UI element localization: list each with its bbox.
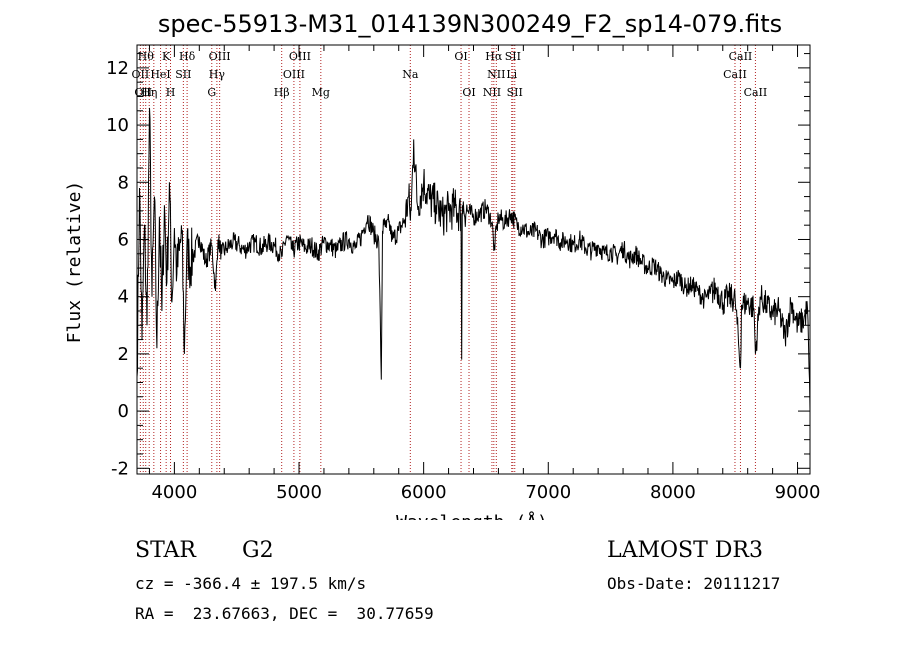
line-label-row2-3: Hγ [209, 68, 226, 81]
line-label-row1-7: SII [505, 50, 521, 63]
line-label-row3-2: H [166, 86, 176, 99]
redshift-value: cz = -366.4 ± 197.5 km/s [135, 574, 367, 593]
axis-ticks: 4000 5000 6000 7000 8000 9000 -2 0 2 4 6 8 10 12 [106, 45, 820, 503]
line-label-row2-0: OII [132, 68, 150, 81]
line-label-row1-4: OIII [289, 50, 311, 63]
survey-name: LAMOST DR3 [607, 538, 763, 563]
y-tick-label: 8 [118, 172, 129, 193]
y-tick-label: 10 [106, 115, 129, 136]
plot-frame [136, 44, 811, 475]
line-label-row1-2: Hδ [179, 50, 196, 63]
y-tick-label: 12 [106, 58, 129, 79]
y-tick-label: 4 [118, 287, 129, 308]
line-label-row1-5: OI [454, 50, 467, 63]
object-class: STAR [135, 538, 196, 563]
line-label-row2-2: SII [175, 68, 191, 81]
y-tick-label: 0 [118, 401, 129, 422]
x-tick-label: 7000 [525, 482, 571, 503]
line-label-row3-0: OII [134, 86, 152, 99]
spectrum-chart: spec-55913-M31_014139N300249_F2_sp14-079… [64, 10, 820, 520]
line-label-row3-9: CaII [744, 86, 768, 99]
y-tick-label: -2 [111, 458, 129, 479]
y-tick-label: 2 [118, 344, 129, 365]
line-label-row1-6: Hα [485, 50, 503, 63]
chart-title: spec-55913-M31_014139N300249_F2_sp14-079… [158, 10, 782, 38]
line-label-row1-1: K [162, 50, 171, 63]
line-label-row2-7: Li [506, 68, 517, 81]
line-label-row3-3: G [207, 86, 216, 99]
line-label-row2-6: NII [487, 68, 505, 81]
object-subclass: G2 [242, 538, 274, 563]
line-label-row3-5: Mg [312, 86, 330, 99]
line-label-row3-7: NII [483, 86, 501, 99]
spectral-line-markers [139, 45, 756, 474]
x-tick-label: 8000 [650, 482, 696, 503]
coordinates: RA = 23.67663, DEC = 30.77659 [135, 604, 434, 623]
line-label-row3-8: SII [507, 86, 523, 99]
x-axis-label: Wavelength (Å) [396, 511, 548, 520]
x-tick-label: 5000 [276, 482, 322, 503]
x-tick-label: 9000 [775, 482, 821, 503]
line-label-row3-4: Hβ [274, 86, 290, 99]
line-label-row3-6: OI [462, 86, 475, 99]
line-label-row2-5: Na [402, 68, 419, 81]
line-label-row2-4: OIII [283, 68, 305, 81]
line-label-row2-8: CaII [723, 68, 747, 81]
line-label-row1-3: OIII [209, 50, 231, 63]
observation-date: Obs-Date: 20111217 [607, 574, 781, 593]
y-axis-label: Flux (relative) [64, 181, 85, 344]
x-tick-label: 6000 [401, 482, 447, 503]
line-label-row2-1: HeI [150, 68, 170, 81]
y-tick-label: 6 [118, 229, 129, 250]
line-label-row3-1: Hη [141, 86, 157, 99]
x-tick-label: 4000 [151, 482, 197, 503]
spectrum-line [136, 107, 811, 412]
line-label-row1-0: Hθ [138, 50, 155, 63]
line-label-row1-8: CaII [729, 50, 753, 63]
